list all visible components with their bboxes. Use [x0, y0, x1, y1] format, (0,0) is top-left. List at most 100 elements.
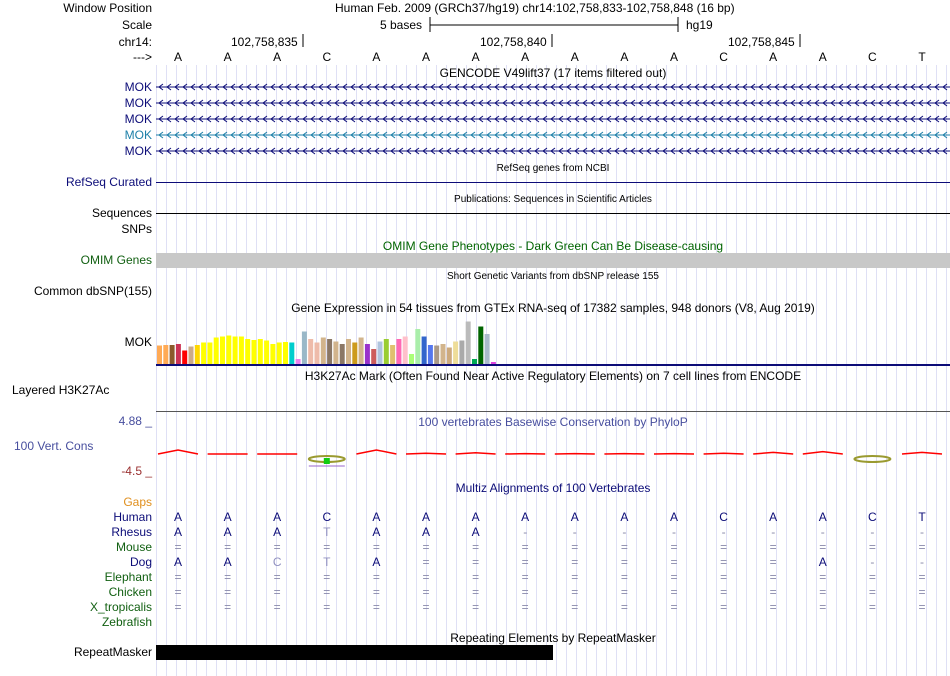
multiz-species-label[interactable]: Dog	[129, 555, 152, 569]
gtex-tissue-bar[interactable]	[434, 345, 440, 365]
gtex-tissue-bar[interactable]	[327, 339, 333, 364]
gtex-tissue-bar[interactable]	[188, 346, 194, 365]
cons-score-mark[interactable]	[703, 452, 744, 455]
gtex-tissue-bar[interactable]	[364, 344, 370, 364]
multiz-species-label[interactable]: Zebrafish	[101, 615, 152, 629]
repeatmasker-track-label[interactable]: RepeatMasker	[73, 645, 152, 659]
gtex-tissue-bar[interactable]	[421, 336, 427, 365]
omim-track-label[interactable]: OMIM Genes	[80, 253, 152, 267]
gencode-item-label[interactable]: MOK	[124, 112, 152, 126]
gtex-tissue-bar[interactable]	[194, 345, 200, 364]
gtex-tissue-bar[interactable]	[157, 345, 162, 365]
gtex-tissue-bar[interactable]	[276, 342, 282, 365]
gtex-tissue-bar[interactable]	[251, 340, 257, 364]
multiz-species-label[interactable]: Elephant	[104, 570, 152, 584]
refseq-track-label[interactable]: RefSeq Curated	[65, 175, 152, 189]
gtex-tissue-bar[interactable]	[472, 359, 477, 364]
gtex-tissue-bar[interactable]	[352, 342, 358, 365]
gtex-tissue-bar[interactable]	[427, 345, 433, 364]
gtex-tissue-bar[interactable]	[490, 362, 496, 364]
gtex-tissue-bar[interactable]	[213, 337, 219, 365]
gtex-tissue-bar[interactable]	[333, 341, 339, 365]
gtex-tissue-bar[interactable]	[339, 344, 345, 364]
gtex-tissue-bar[interactable]	[201, 342, 207, 365]
dbsnp-track-label[interactable]: Common dbSNP(155)	[33, 284, 152, 298]
gencode-item-label[interactable]: MOK	[124, 80, 152, 94]
multiz-species-label[interactable]: Mouse	[115, 540, 152, 554]
gtex-tissue-bar[interactable]	[377, 341, 383, 365]
gaps-track-label[interactable]: Gaps	[123, 495, 152, 509]
gtex-tissue-bar[interactable]	[175, 344, 181, 364]
gtex-tissue-bar[interactable]	[390, 345, 396, 364]
gtex-tissue-bar[interactable]	[232, 336, 238, 365]
gtex-tissue-bar[interactable]	[301, 331, 307, 365]
cons-score-mark[interactable]	[901, 451, 943, 455]
gtex-gene-label[interactable]: MOK	[124, 335, 152, 349]
gtex-tissue-bar[interactable]	[446, 347, 452, 365]
gencode-item-label[interactable]: MOK	[124, 96, 152, 110]
gtex-tissue-bar[interactable]	[238, 336, 244, 365]
gencode-transcripts[interactable]	[156, 80, 950, 160]
cons-score-mark[interactable]	[455, 452, 496, 455]
gtex-tissue-bar[interactable]	[245, 339, 251, 364]
gtex-tissue-bar[interactable]	[295, 359, 301, 364]
gtex-track-title[interactable]: Gene Expression in 54 tissues from GTEx …	[291, 301, 815, 315]
gencode-track-title[interactable]: GENCODE V49lift37 (17 items filtered out…	[439, 66, 667, 80]
publications-line[interactable]	[156, 213, 950, 214]
omim-feature-bar[interactable]	[156, 253, 950, 268]
cons-score-mark[interactable]	[802, 450, 843, 455]
cons-track-title[interactable]: 100 vertebrates Basewise Conservation by…	[418, 415, 688, 429]
gtex-tissue-bar[interactable]	[346, 339, 351, 364]
gtex-expression-chart[interactable]	[156, 314, 950, 366]
multiz-species-label[interactable]: X_tropicalis	[89, 600, 152, 614]
publications-track-label[interactable]: Sequences	[91, 206, 152, 220]
gtex-tissue-bar[interactable]	[396, 339, 402, 364]
gtex-tissue-bar[interactable]	[283, 342, 288, 364]
refseq-track-title[interactable]: RefSeq genes from NCBI	[496, 163, 610, 174]
cons-score-mark[interactable]	[356, 449, 397, 455]
gtex-tissue-bar[interactable]	[308, 339, 314, 364]
gtex-tissue-bar[interactable]	[264, 340, 270, 365]
gtex-tissue-bar[interactable]	[314, 342, 320, 365]
cons-wiggle-plot[interactable]	[156, 430, 950, 478]
multiz-species-label[interactable]: Chicken	[108, 585, 152, 599]
h3k27ac-track-label[interactable]: Layered H3K27Ac	[12, 383, 110, 397]
cons-track-label[interactable]: 100 Vert. Cons	[14, 439, 94, 453]
gtex-tissue-bar[interactable]	[415, 329, 421, 364]
gtex-tissue-bar[interactable]	[402, 336, 408, 365]
multiz-species-label[interactable]: Human	[113, 510, 152, 524]
gtex-tissue-bar[interactable]	[478, 326, 484, 365]
gtex-tissue-bar[interactable]	[440, 344, 446, 364]
gtex-tissue-bar[interactable]	[163, 345, 169, 364]
gtex-tissue-bar[interactable]	[484, 334, 490, 364]
gtex-tissue-bar[interactable]	[409, 354, 414, 364]
gtex-tissue-bar[interactable]	[371, 349, 377, 364]
gtex-tissue-bar[interactable]	[465, 321, 471, 365]
gtex-tissue-bar[interactable]	[182, 350, 188, 365]
cons-score-mark[interactable]	[157, 449, 199, 455]
gtex-tissue-bar[interactable]	[220, 336, 225, 365]
h3k27ac-track-title[interactable]: H3K27Ac Mark (Often Found Near Active Re…	[304, 369, 802, 383]
cons-score-mark[interactable]	[405, 452, 447, 455]
multiz-track-title[interactable]: Multiz Alignments of 100 Vertebrates	[455, 481, 651, 495]
gtex-tissue-bar[interactable]	[270, 344, 276, 364]
snps-track-label[interactable]: SNPs	[121, 222, 152, 236]
multiz-species-label[interactable]: Rhesus	[111, 525, 152, 539]
gtex-tissue-bar[interactable]	[257, 339, 263, 364]
gtex-tissue-bar[interactable]	[169, 345, 175, 364]
repeatmasker-element[interactable]	[156, 645, 553, 660]
cons-score-mark[interactable]	[853, 455, 892, 463]
omim-track-title[interactable]: OMIM Gene Phenotypes - Dark Green Can Be…	[382, 239, 724, 253]
gtex-tissue-bar[interactable]	[207, 342, 213, 365]
cons-score-mark[interactable]	[753, 451, 794, 455]
refseq-gene-line[interactable]	[156, 182, 950, 183]
gtex-tissue-bar[interactable]	[358, 337, 364, 365]
gtex-tissue-bar[interactable]	[383, 339, 389, 364]
dbsnp-track-title[interactable]: Short Genetic Variants from dbSNP releas…	[447, 271, 659, 282]
gencode-item-label[interactable]: MOK	[124, 144, 152, 158]
repeatmasker-track-title[interactable]: Repeating Elements by RepeatMasker	[450, 631, 656, 645]
gtex-tissue-bar[interactable]	[289, 342, 295, 365]
gtex-tissue-bar[interactable]	[453, 341, 459, 365]
gtex-tissue-bar[interactable]	[320, 337, 326, 365]
